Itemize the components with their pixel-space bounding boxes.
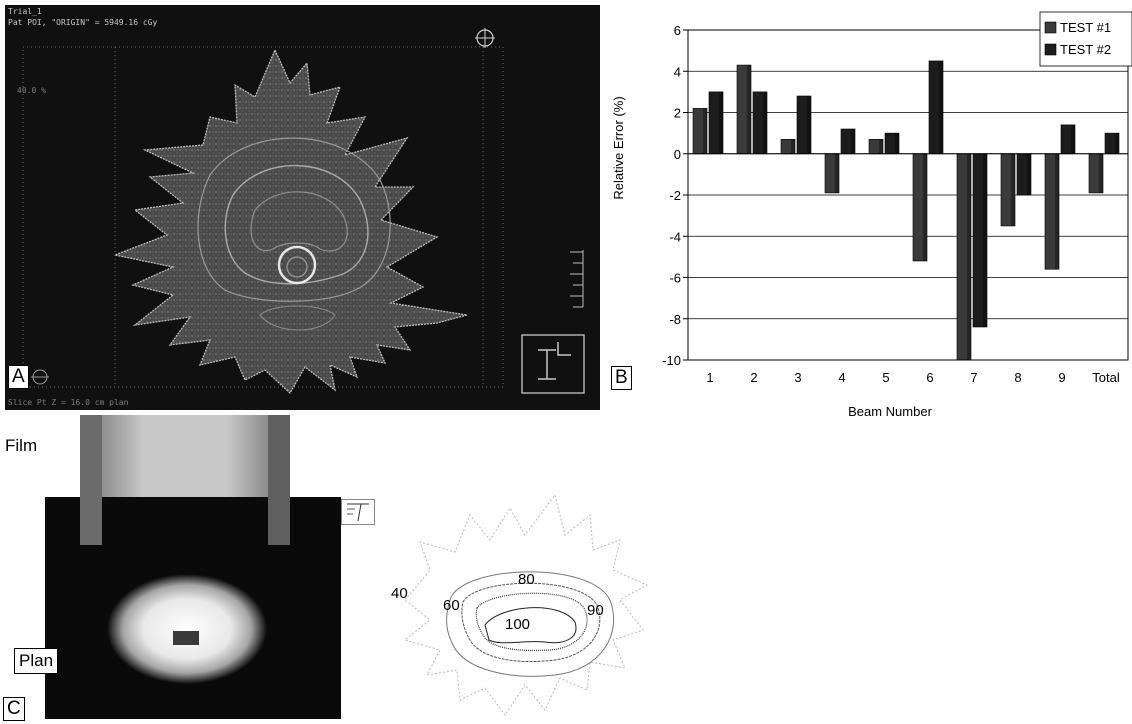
y-tick-label: -10 [662,353,681,368]
bar-shade [1055,153,1059,270]
x-tick-label: 4 [838,370,845,385]
slice-readout: Slice Pt Z = 16.0 cm plan [8,398,129,407]
bar-shade [1099,153,1103,193]
y-tick-label: 4 [674,64,681,79]
bar-shade [719,91,723,154]
legend-swatch-1 [1044,21,1057,34]
bar-shade [703,108,707,154]
x-tick-label: 1 [706,370,713,385]
y-axis-label: Relative Error (%) [611,96,626,199]
y-tick-label: -2 [669,188,681,203]
x-tick-label: Total [1092,370,1120,385]
bar-shade [1027,153,1031,195]
bar-shade [763,91,767,154]
bar-shade [1011,153,1015,226]
bar-shade [747,65,751,154]
trial-name: Trial_1 [8,7,42,16]
x-tick-label: 2 [750,370,757,385]
dose-display-panel: Trial_1 Pat POI, "ORIGIN" = 5949.16 cGy … [5,5,600,410]
x-tick-label: 7 [970,370,977,385]
isodose-90: 90 [587,602,604,619]
panel-a-label: A [8,365,29,389]
bar-shade [983,153,987,327]
plan-image [45,497,341,719]
bar-shade [967,153,971,360]
bar-chart-svg: 6 4 2 0 -2 -4 -6 -8 -10 1 2 3 4 5 6 7 8 9 Total Relative … [611,11,1132,419]
panel-c-label: C [3,697,25,721]
isodose-80: 80 [518,571,535,588]
film-label: Film [5,436,38,455]
bar-shade [851,129,855,154]
x-axis-label: Beam Number [848,404,932,419]
y-tick-label: 0 [674,147,681,162]
y-tick-label: -6 [669,271,681,286]
isodose-comparison: 40 60 80 90 100 [391,493,649,716]
bar-shade [807,96,811,154]
scale-icon [341,499,375,525]
chart-legend: TEST #1 TEST #2 [1039,11,1132,67]
legend-label-1: TEST #1 [1060,20,1111,35]
dose-contour-image [22,28,585,395]
legend-label-2: TEST #2 [1060,42,1111,57]
bar-shade [895,133,899,154]
x-tick-label: 9 [1058,370,1065,385]
x-tick-label: 3 [794,370,801,385]
isodose-level: 40.0 % [17,86,46,95]
plan-label: Plan [14,648,59,674]
x-tick-label: 5 [882,370,889,385]
bar-shade [1071,124,1075,154]
x-tick-label: 6 [926,370,933,385]
y-tick-label: -4 [669,229,681,244]
y-tick-label: -8 [669,312,681,327]
isodose-40: 40 [391,585,408,602]
isodose-60: 60 [443,597,460,614]
y-tick-label: 2 [674,106,681,121]
bar-shade [879,139,883,154]
bar-shade [791,139,795,154]
relative-error-chart: 6 4 2 0 -2 -4 -6 -8 -10 1 2 3 4 5 6 7 8 9 Total Relative … [600,8,1132,428]
bar-shade [835,153,839,193]
bar-shade [923,153,927,261]
isodose-100: 100 [505,616,530,633]
poi-dose-readout: Pat POI, "ORIGIN" = 5949.16 cGy [8,18,158,27]
x-tick-label: 8 [1014,370,1021,385]
y-tick-label: 6 [674,23,681,38]
bar-shade [939,60,943,154]
legend-swatch-2 [1044,43,1057,56]
bar-shade [1115,133,1119,154]
panel-b-label: B [611,366,632,390]
legend-box [1039,11,1132,67]
